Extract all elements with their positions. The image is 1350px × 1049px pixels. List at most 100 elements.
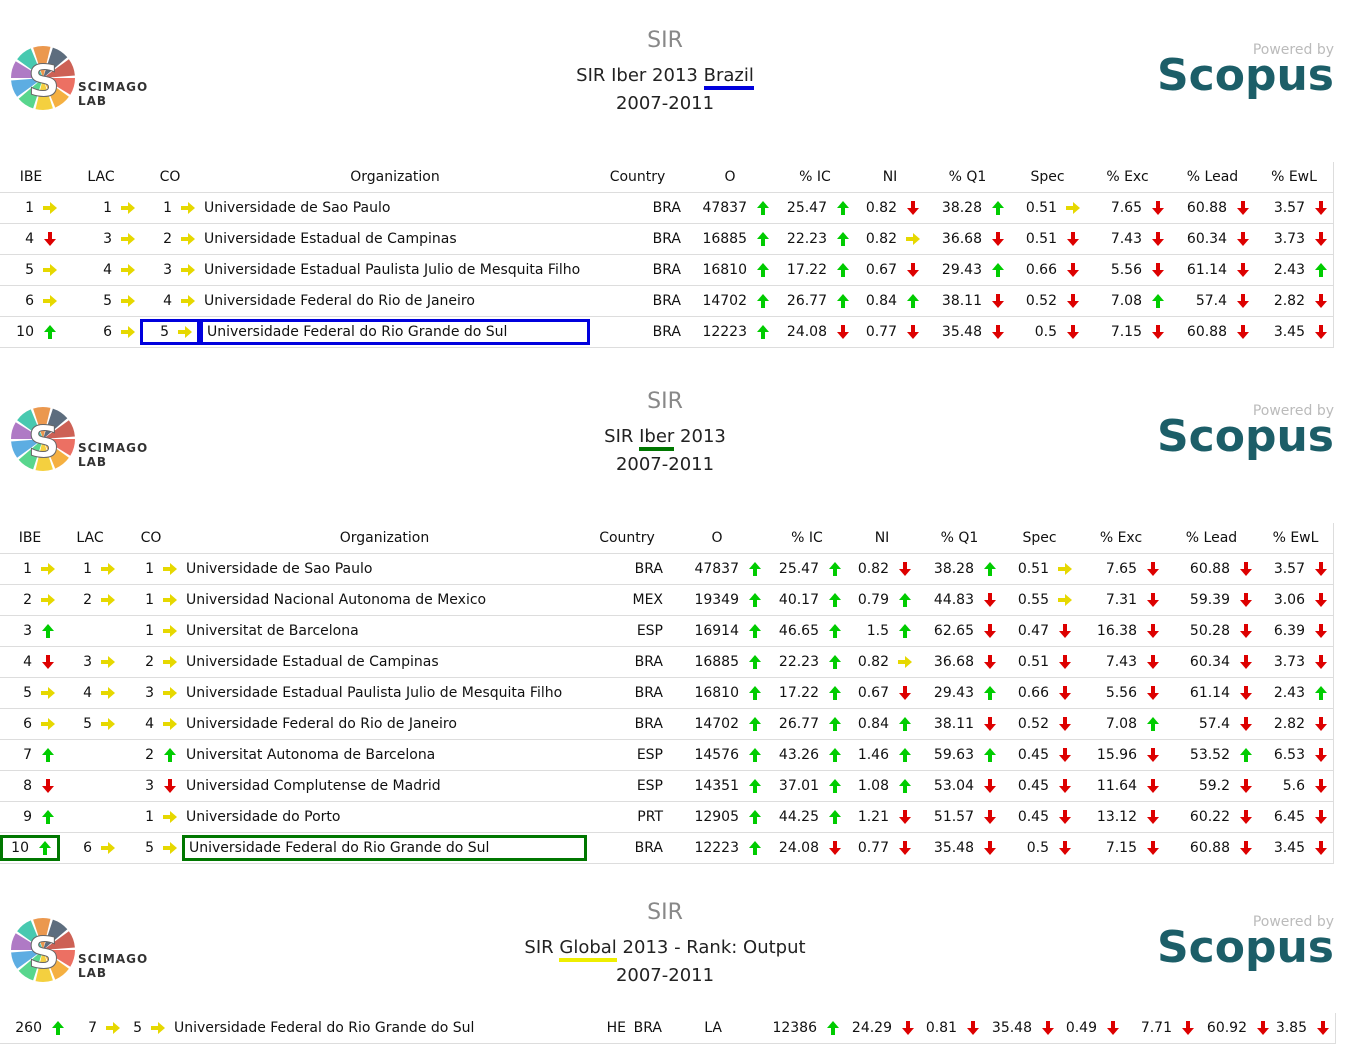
trend-arrow bbox=[906, 233, 920, 245]
table-cell: 14702 bbox=[667, 711, 767, 737]
table-cell: 40.17 bbox=[767, 587, 847, 613]
table-cell: 0.45 bbox=[1002, 773, 1077, 799]
trend-arrow bbox=[829, 810, 841, 824]
trend-arrow bbox=[41, 687, 55, 699]
table-cell: 35.48 bbox=[917, 835, 1002, 861]
table-cell: 4 bbox=[0, 226, 62, 252]
table-cell: 0.82 bbox=[847, 556, 917, 582]
trend-arrow bbox=[1147, 841, 1159, 855]
cell-value: 14702 bbox=[694, 716, 739, 732]
trend-arrow bbox=[101, 687, 115, 699]
trend-arrow bbox=[899, 810, 911, 824]
cell-value: 2.82 bbox=[1273, 293, 1305, 309]
table-cell: 38.11 bbox=[917, 711, 1002, 737]
table-cell: 12386 bbox=[750, 1015, 845, 1041]
cell-value: 7 bbox=[88, 1020, 97, 1036]
brand: Scopus bbox=[1156, 50, 1334, 101]
cell-value: 0.79 bbox=[857, 592, 889, 608]
table-cell: 29.43 bbox=[925, 257, 1010, 283]
column-header: Spec bbox=[1030, 169, 1065, 185]
trend-arrow bbox=[1107, 1021, 1119, 1035]
trend-arrow bbox=[164, 748, 176, 762]
trend-arrow bbox=[907, 263, 919, 277]
trend-arrow bbox=[1147, 810, 1159, 824]
cell-value: 1 bbox=[163, 200, 172, 216]
cell-value: BRA bbox=[634, 685, 663, 701]
cell-value: 0.49 bbox=[1065, 1020, 1097, 1036]
column-header: CO bbox=[140, 530, 162, 546]
cell-value: 61.14 bbox=[1186, 262, 1227, 278]
header: S SCIMAGO LAB SIR SIR Iber 2013 Brazil 2007-… bbox=[0, 0, 1350, 160]
trend-arrow bbox=[837, 294, 849, 308]
trend-arrow bbox=[42, 624, 54, 638]
cell-value: 8 bbox=[23, 778, 32, 794]
trend-arrow bbox=[1152, 263, 1164, 277]
cell-value: 14702 bbox=[702, 293, 747, 309]
trend-arrow bbox=[1059, 717, 1071, 731]
table-cell: PRT bbox=[587, 804, 667, 830]
trend-arrow bbox=[899, 779, 911, 793]
table-cell: ESP bbox=[587, 742, 667, 768]
logo: S SCIMAGO LAB bbox=[8, 399, 178, 474]
trend-arrow bbox=[1315, 593, 1327, 607]
cell-value: 0.45 bbox=[1017, 778, 1049, 794]
table-cell: 5 bbox=[0, 680, 60, 706]
table-cell: 4 bbox=[62, 257, 140, 283]
table-cell: 60.88 bbox=[1170, 195, 1255, 221]
table-cell: 7.65 bbox=[1077, 556, 1165, 582]
column-header: % Q1 bbox=[940, 530, 979, 546]
cell-value: 57.4 bbox=[1198, 716, 1230, 732]
cell-value: 14576 bbox=[694, 747, 739, 763]
trend-arrow bbox=[829, 686, 841, 700]
cell-value: 4 bbox=[25, 231, 34, 247]
cell-value: BRA bbox=[634, 561, 663, 577]
cell-value: 53.04 bbox=[933, 778, 974, 794]
table-cell: 0.79 bbox=[847, 587, 917, 613]
table-cell: 0.45 bbox=[1002, 804, 1077, 830]
trend-arrow bbox=[899, 562, 911, 576]
table-cell: Universidade Estadual de Campinas bbox=[182, 649, 587, 675]
trend-arrow bbox=[749, 841, 761, 855]
trend-arrow bbox=[757, 232, 769, 246]
table-cell: 14702 bbox=[685, 288, 775, 314]
trend-arrow bbox=[837, 232, 849, 246]
trend-arrow bbox=[899, 748, 911, 762]
cell-value: 3 bbox=[145, 778, 154, 794]
cell-value: 3 bbox=[163, 262, 172, 278]
cell-value: 24.29 bbox=[851, 1020, 892, 1036]
trend-arrow bbox=[1067, 263, 1079, 277]
table-cell: 5.6 bbox=[1258, 773, 1333, 799]
trend-arrow bbox=[829, 748, 841, 762]
cell-value: 2 bbox=[163, 231, 172, 247]
trend-arrow bbox=[827, 1021, 839, 1035]
trend-arrow bbox=[1315, 841, 1327, 855]
title-block: SIR SIR Iber 2013 2007-2011 bbox=[465, 389, 865, 479]
table-row: 5 4 3 Universidade Estadual Paulista Julio … bbox=[0, 255, 1333, 286]
cell-value: 5.56 bbox=[1110, 262, 1142, 278]
column-header: % Exc bbox=[1099, 530, 1143, 546]
trend-arrow bbox=[1059, 779, 1071, 793]
table-cell: 51.57 bbox=[917, 804, 1002, 830]
cell-value: 47837 bbox=[702, 200, 747, 216]
table-cell: 17.22 bbox=[775, 257, 855, 283]
table-cell: 60.92 bbox=[1200, 1015, 1275, 1041]
cell-value: 0.45 bbox=[1017, 809, 1049, 825]
trend-arrow bbox=[181, 295, 195, 307]
cell-value: 5 bbox=[83, 716, 92, 732]
cell-value: 15.96 bbox=[1096, 747, 1137, 763]
cell-value: 7.71 bbox=[1140, 1020, 1172, 1036]
table-cell: BRA bbox=[630, 1015, 690, 1041]
cell-value: 51.57 bbox=[933, 809, 974, 825]
cell-value: 0.77 bbox=[857, 840, 889, 856]
trend-arrow bbox=[121, 202, 135, 214]
trend-arrow bbox=[984, 562, 996, 576]
trend-arrow bbox=[1058, 563, 1072, 575]
table-cell: 62.65 bbox=[917, 618, 1002, 644]
period: 2007-2011 bbox=[615, 93, 715, 114]
cell-value: 0.84 bbox=[857, 716, 889, 732]
table-cell: BRA bbox=[587, 649, 667, 675]
table-row: 6 5 4 Universidade Federal do Rio de Janeir… bbox=[0, 286, 1333, 317]
section: S SCIMAGO LAB SIR SIR Iber 2013 Brazil 2007-… bbox=[0, 0, 1350, 160]
table-cell: 6.45 bbox=[1258, 804, 1333, 830]
